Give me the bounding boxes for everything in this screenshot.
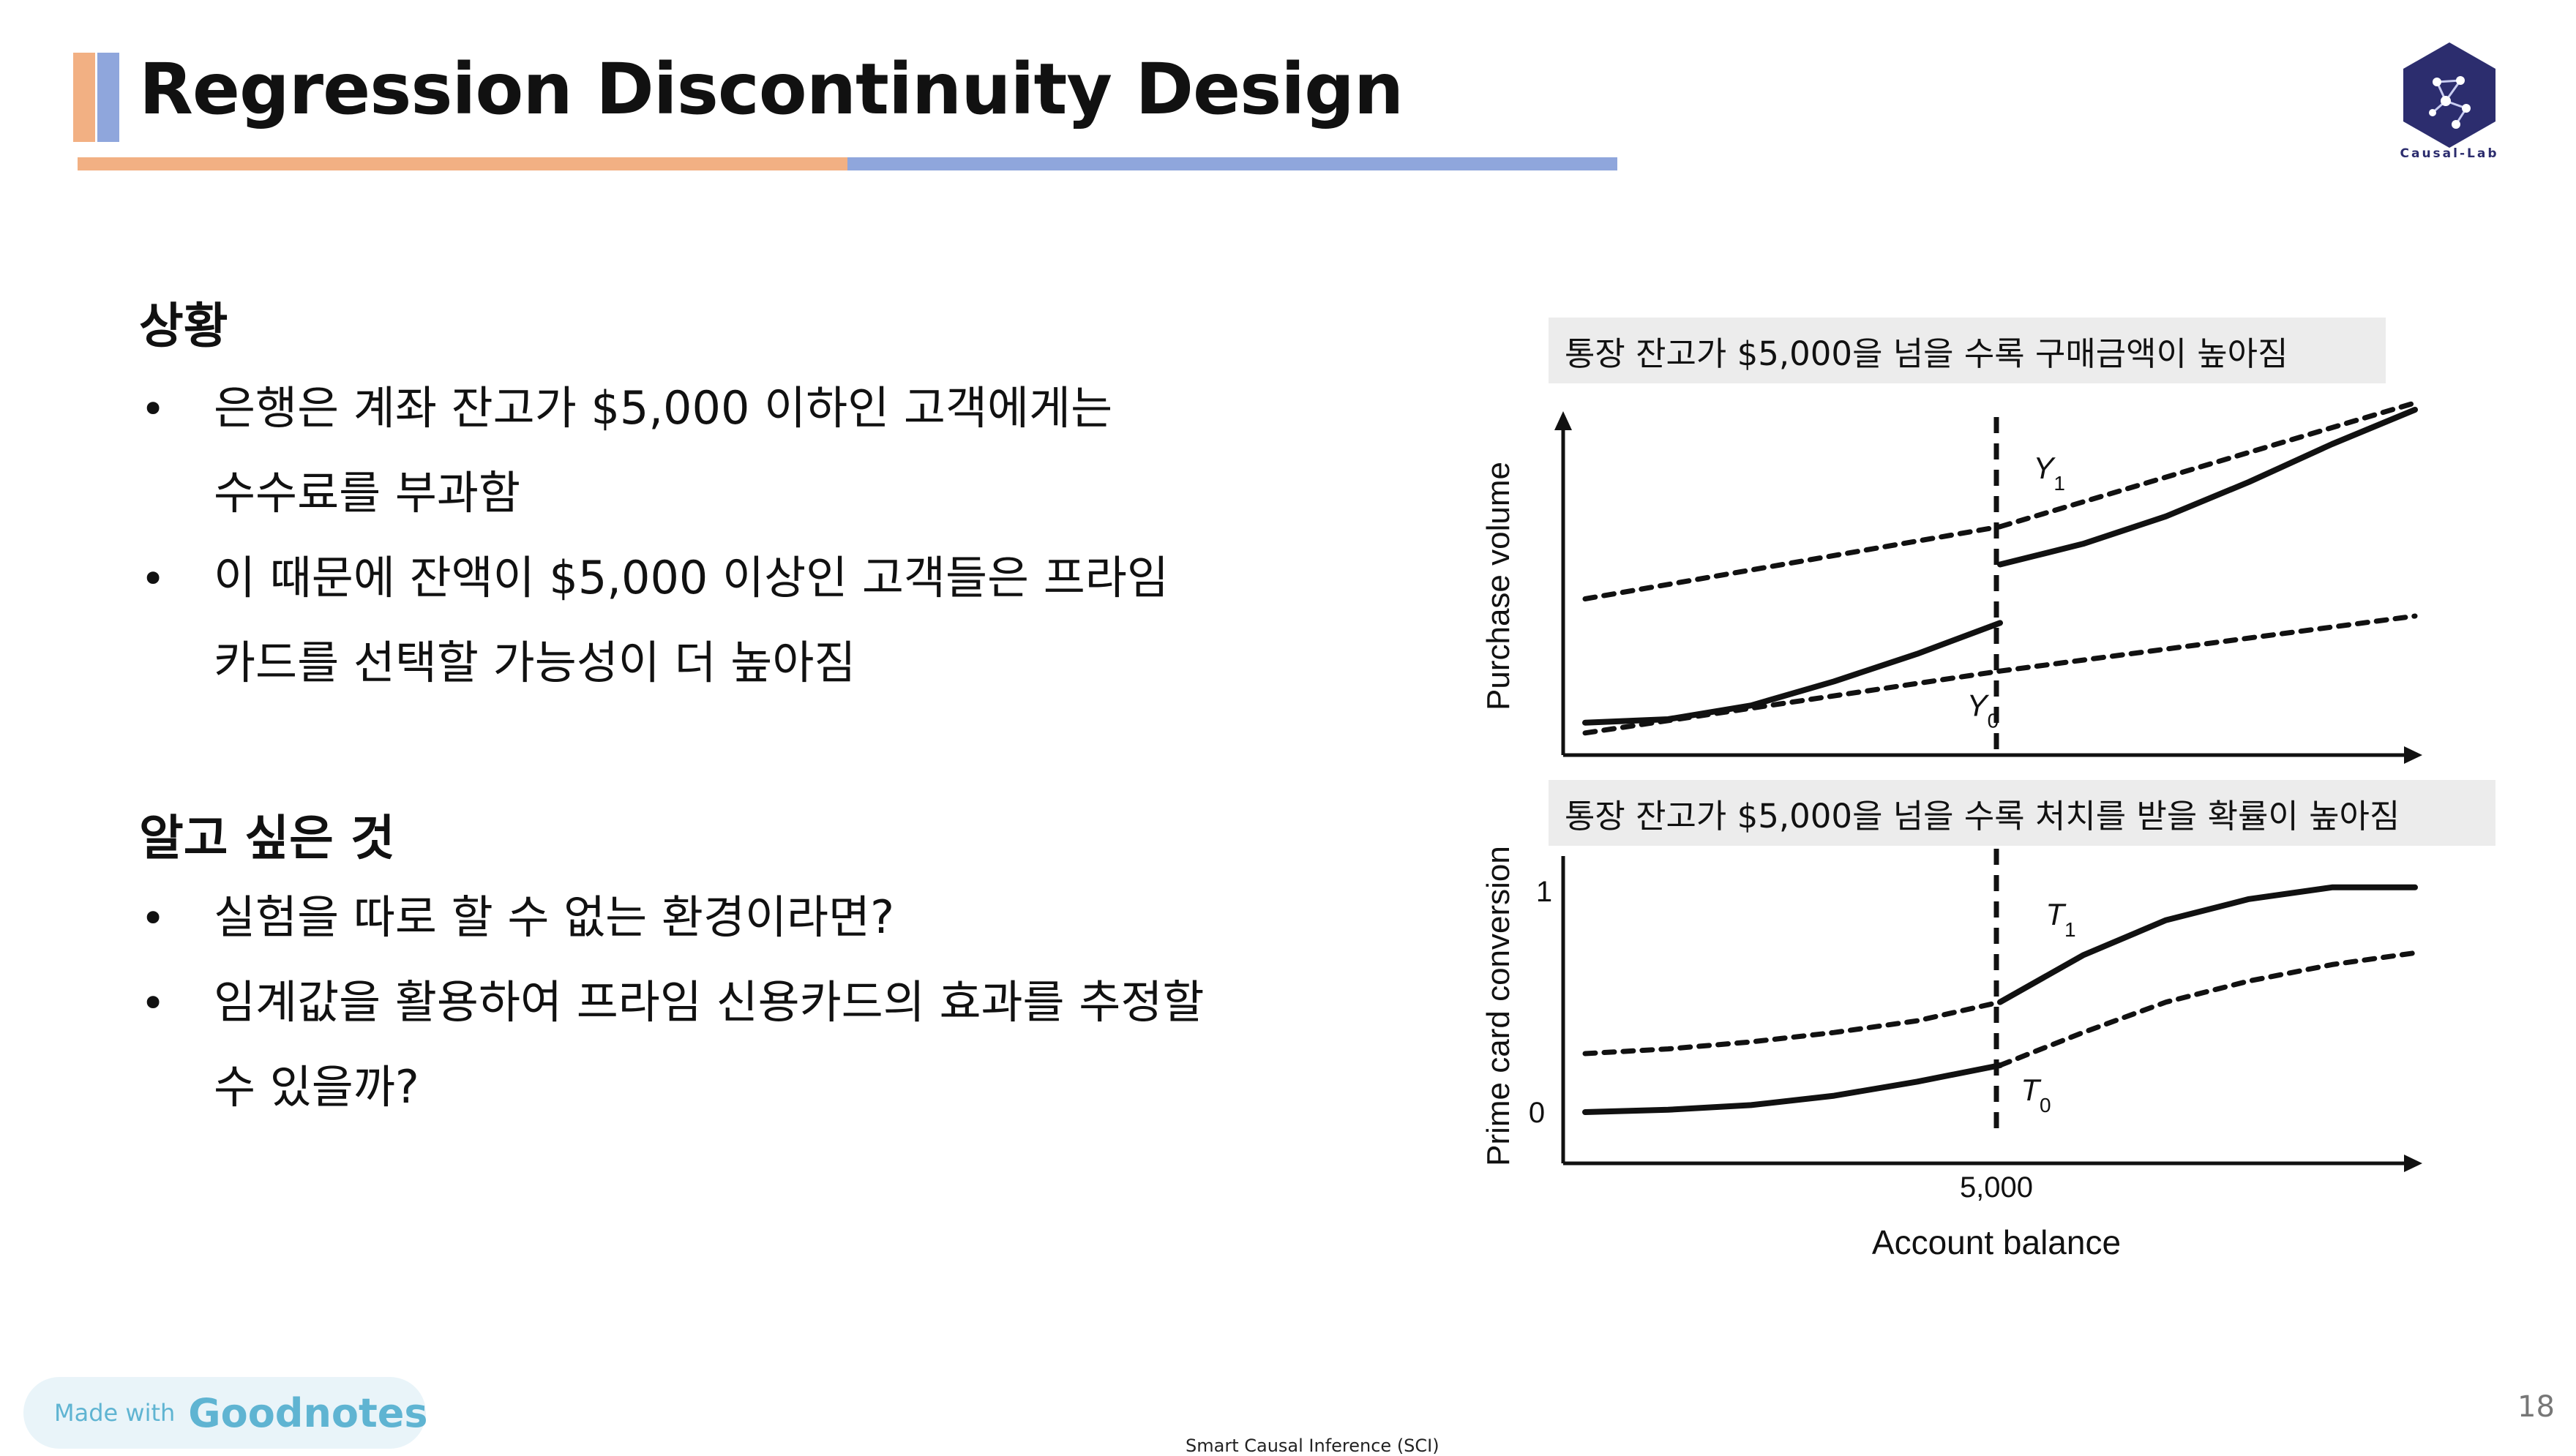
section-heading-questions: 알고 싶은 것 [139, 810, 395, 866]
causal-lab-logo-icon [2403, 42, 2496, 148]
title-accent-orange [73, 53, 95, 142]
series-line-dashed [1582, 999, 2003, 1057]
title-accent-blue [97, 53, 119, 142]
section-heading-situation: 상황 [139, 298, 228, 354]
goodnotes-watermark: Made with Goodnotes [23, 1377, 428, 1449]
series-line-solid [1582, 1062, 2003, 1115]
y-tick-label: 1 [1536, 876, 1552, 908]
curve-label: Y1 [2033, 451, 2065, 495]
series-line-dashed [1582, 524, 2003, 601]
bullet-marker: • [141, 893, 166, 943]
curve-label: T1 [2045, 897, 2075, 941]
bullet-text: 이 때문에 잔액이 $5,000 이상인 고객들은 프라임 [214, 551, 1169, 604]
series-line-solid [1997, 407, 2418, 568]
bullet-marker: • [141, 384, 166, 434]
x-axis-arrow-icon [2404, 1155, 2422, 1172]
bullet-text: 임계값을 활용하여 프라임 신용카드의 효과를 추정할 [214, 975, 1205, 1029]
bullet-marker: • [141, 554, 166, 604]
series-line-dashed [1582, 613, 2418, 736]
slide-title: Regression Discontinuity Design [139, 48, 1404, 130]
chart-caption-purchase: 통장 잔고가 $5,000을 넘을 수록 구매금액이 높아짐 [1549, 318, 2386, 383]
curve-label: T0 [2021, 1073, 2051, 1117]
y-axis-label: Purchase volume [1480, 462, 1516, 710]
series-line-solid [1997, 884, 2418, 1005]
series-line-dashed [1997, 950, 2418, 1068]
slide-footer: Smart Causal Inference (SCI) [1186, 1436, 1439, 1456]
bullet-text-continued: 수수료를 부과함 [214, 466, 520, 519]
y-axis-label: Prime card conversion [1480, 846, 1516, 1166]
y-tick-label: 0 [1529, 1097, 1545, 1129]
bullet-text-continued: 카드를 선택할 가능성이 더 높아짐 [214, 636, 856, 689]
watermark-made-with: Made with [54, 1399, 176, 1427]
series-line-solid [1582, 620, 2003, 726]
bullet-marker: • [141, 978, 166, 1028]
y-axis-arrow-icon [1554, 411, 1572, 430]
title-underline-orange [78, 157, 847, 170]
series-line-dashed [1997, 400, 2418, 530]
bullet-text: 은행은 계좌 잔고가 $5,000 이하인 고객에게는 [214, 381, 1113, 435]
x-axis-arrow-icon [2404, 746, 2422, 764]
chart-caption-conversion: 통장 잔고가 $5,000을 넘을 수록 처치를 받을 확률이 높아짐 [1549, 780, 2496, 846]
bullet-text-continued: 수 있을까? [214, 1060, 419, 1114]
logo-caption: Causal-Lab [2400, 146, 2499, 161]
bullet-text: 실험을 따로 할 수 없는 환경이라면? [214, 890, 895, 944]
page-number: 18 [2517, 1390, 2555, 1424]
x-tick-label: 5,000 [1960, 1171, 2033, 1204]
watermark-brand: Goodnotes [188, 1389, 428, 1436]
x-axis-label: Account balance [1872, 1223, 2121, 1261]
title-underline-blue [847, 157, 1617, 170]
